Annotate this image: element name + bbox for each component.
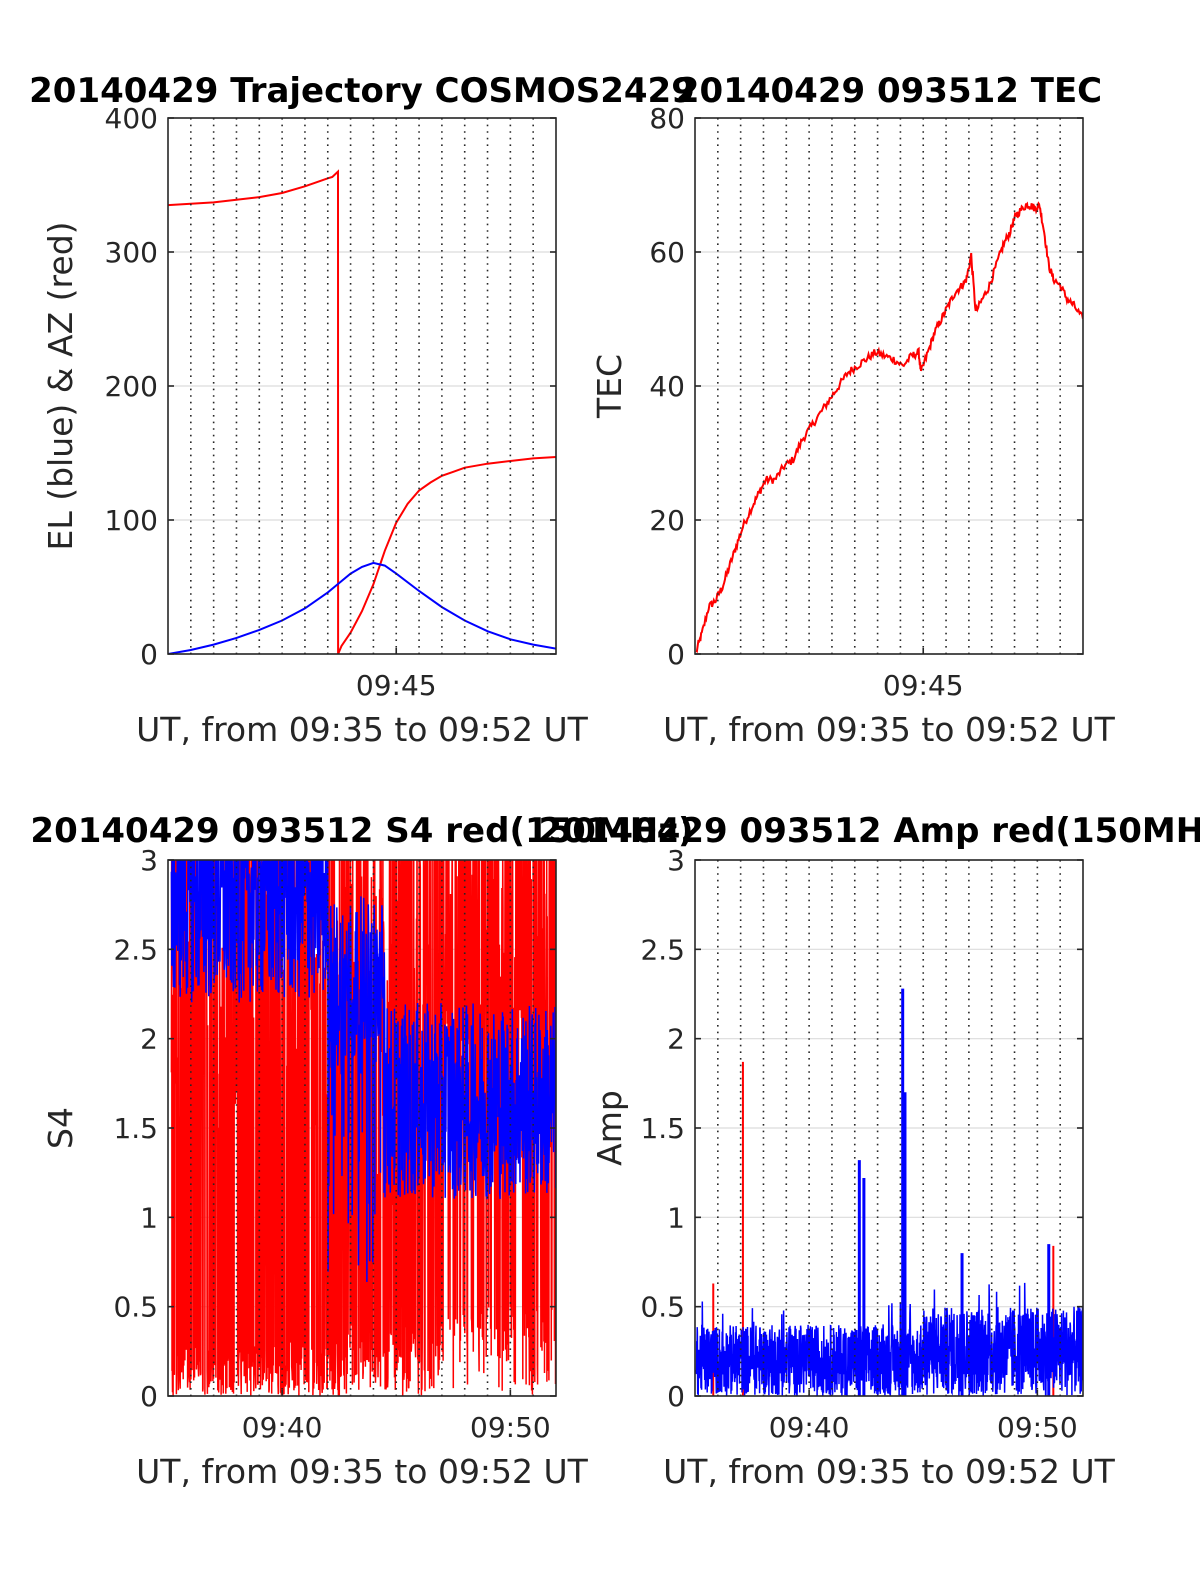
tec-ylabel: TEC	[590, 354, 629, 419]
s4-ytick-label: 2.5	[113, 933, 158, 966]
amp-ytick-label: 1	[667, 1201, 685, 1234]
amp-ylabel: Amp	[590, 1090, 629, 1166]
s4-xtick-label: 09:40	[242, 1411, 323, 1444]
tec-series-0	[695, 201, 1083, 654]
amp-xtick-label: 09:50	[997, 1411, 1078, 1444]
amp-title: 20140429 093512 Amp red(150MHz)	[538, 811, 1200, 851]
s4-xtick-label: 09:50	[470, 1411, 551, 1444]
trajectory-ylabel: EL (blue) & AZ (red)	[41, 221, 80, 550]
trajectory-xtick-label: 09:45	[356, 669, 437, 702]
amp-ytick-label: 2.5	[640, 933, 685, 966]
s4-ytick-label: 1	[140, 1201, 158, 1234]
trajectory-ytick-label: 200	[105, 370, 158, 403]
trajectory-ytick-label: 100	[105, 504, 158, 537]
s4-title: 20140429 093512 S4 red(150MHz)	[30, 811, 693, 851]
trajectory-series-group	[168, 169, 556, 654]
tec-series-group	[695, 201, 1083, 654]
tec-ytick-label: 0	[667, 638, 685, 671]
s4-ytick-label: 0.5	[113, 1291, 158, 1324]
tec-ytick-label: 20	[649, 504, 685, 537]
s4-ytick-label: 1.5	[113, 1112, 158, 1145]
tec-ytick-label: 40	[649, 370, 685, 403]
tec-ytick-label: 80	[649, 102, 685, 135]
tec-xlabel: UT, from 09:35 to 09:52 UT	[663, 710, 1116, 749]
amp-series-group	[695, 988, 1083, 1396]
trajectory-series-0	[168, 169, 556, 654]
amp-ytick-label: 2	[667, 1023, 685, 1056]
amp-xtick-label: 09:40	[769, 1411, 850, 1444]
s4-ylabel: S4	[41, 1107, 80, 1149]
s4-series-group	[170, 860, 556, 1396]
trajectory-ytick-label: 300	[105, 236, 158, 269]
tec-xtick-label: 09:45	[883, 669, 964, 702]
amp-xlabel: UT, from 09:35 to 09:52 UT	[663, 1452, 1116, 1491]
amp-chart: 0 0.5 1 1.5 2 2.5 3 09:40 09:50 UT, from 09:35 to…	[538, 811, 1200, 1491]
trajectory-title: 20140429 Trajectory COSMOS2429	[29, 71, 695, 111]
s4-ytick-label: 0	[140, 1380, 158, 1413]
amp-ytick-label: 1.5	[640, 1112, 685, 1145]
trajectory-ytick-label: 400	[105, 102, 158, 135]
trajectory-series-1	[168, 561, 556, 654]
tec-title: 20140429 093512 TEC	[676, 71, 1102, 111]
s4-series-1	[170, 860, 556, 1283]
amp-series-1	[695, 1282, 1083, 1396]
s4-xlabel: UT, from 09:35 to 09:52 UT	[136, 1452, 589, 1491]
s4-chart: 0 0.5 1 1.5 2 2.5 3 09:40 09:50 UT, from 09:35 to…	[30, 811, 693, 1491]
s4-ytick-label: 3	[140, 844, 158, 877]
tec-ytick-label: 60	[649, 236, 685, 269]
amp-ytick-label: 0.5	[640, 1291, 685, 1324]
tec-chart: 0 20 40 60 80 09:45 UT, from 09:35 to 09:52 UT…	[590, 71, 1116, 749]
s4-series-0	[170, 860, 556, 1396]
amp-ytick-label: 0	[667, 1380, 685, 1413]
trajectory-xlabel: UT, from 09:35 to 09:52 UT	[136, 710, 589, 749]
amp-ytick-label: 3	[667, 844, 685, 877]
s4-ytick-label: 2	[140, 1023, 158, 1056]
trajectory-ytick-label: 0	[140, 638, 158, 671]
